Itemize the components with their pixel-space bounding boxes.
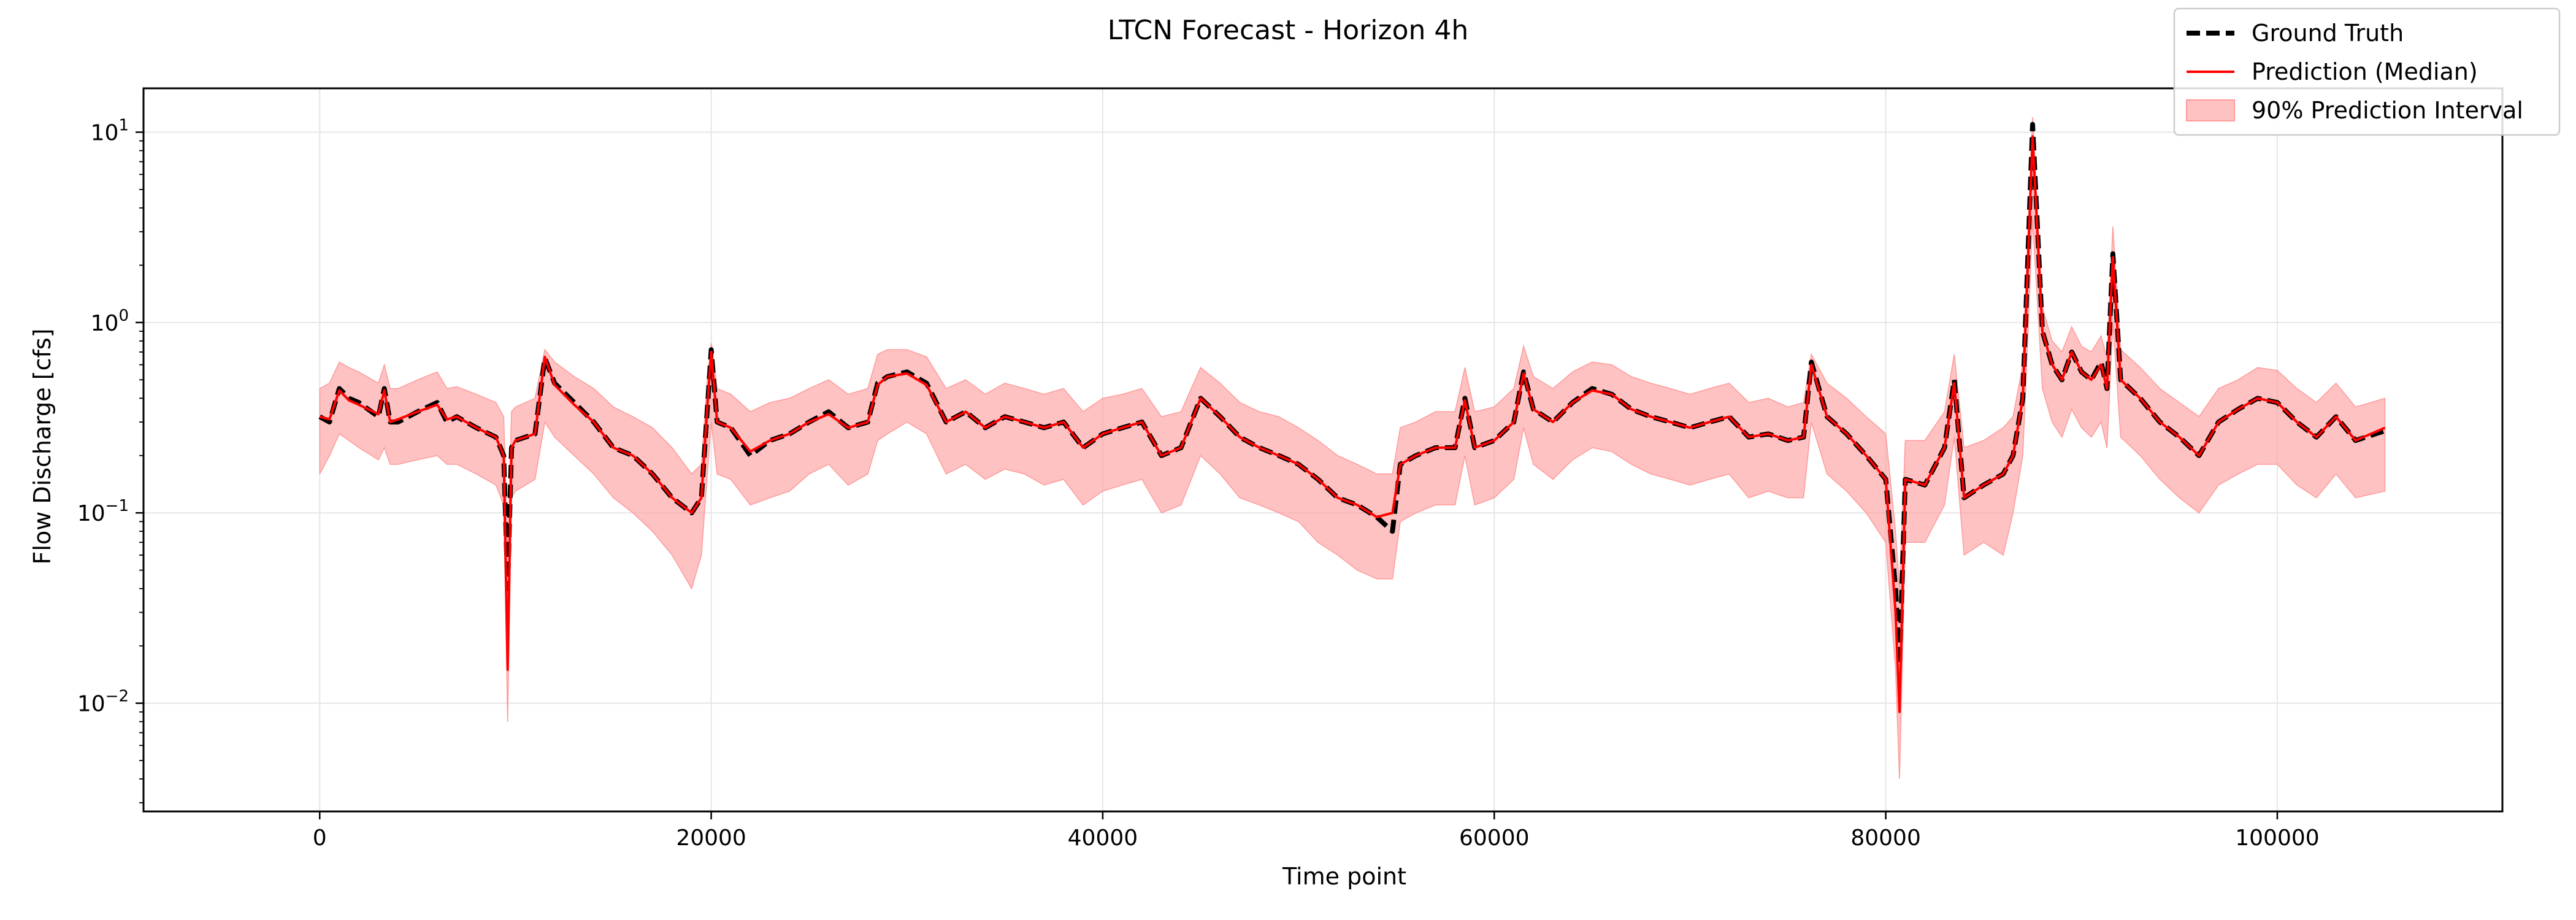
y-axis-label: Flow Discharge [cfs] xyxy=(29,329,56,565)
x-tick-label: 40000 xyxy=(1068,826,1138,851)
x-tick-label: 60000 xyxy=(1459,826,1530,851)
chart-title: LTCN Forecast - Horizon 4h xyxy=(1108,15,1469,46)
y-tick-label: 101 xyxy=(91,117,129,146)
plot-area xyxy=(144,88,2502,811)
y-tick-label: 100 xyxy=(91,307,129,336)
prediction-interval-band xyxy=(319,117,2386,780)
plot-frame xyxy=(142,87,2504,813)
x-axis-label: Time point xyxy=(1282,863,1406,890)
x-tick-label: 20000 xyxy=(676,826,746,851)
legend-label: 90% Prediction Interval xyxy=(2252,97,2523,124)
prediction-median-line xyxy=(319,135,2386,713)
legend-label: Ground Truth xyxy=(2252,20,2404,47)
x-tick-label: 80000 xyxy=(1850,826,1921,851)
x-tick-label: 0 xyxy=(313,826,327,851)
axes: 0 20000 40000 60000 80000 100000 10−2 10−1 100 10… xyxy=(77,117,2320,851)
legend-label: Prediction (Median) xyxy=(2252,58,2478,85)
legend-interval-swatch xyxy=(2186,99,2235,121)
y-tick-label: 10−2 xyxy=(77,688,129,717)
y-tick-label: 10−1 xyxy=(77,497,129,526)
legend-box xyxy=(2173,7,2561,136)
legend: Ground Truth Prediction (Median) 90% Predi… xyxy=(2173,7,2561,136)
x-tick-label: 100000 xyxy=(2235,826,2319,851)
